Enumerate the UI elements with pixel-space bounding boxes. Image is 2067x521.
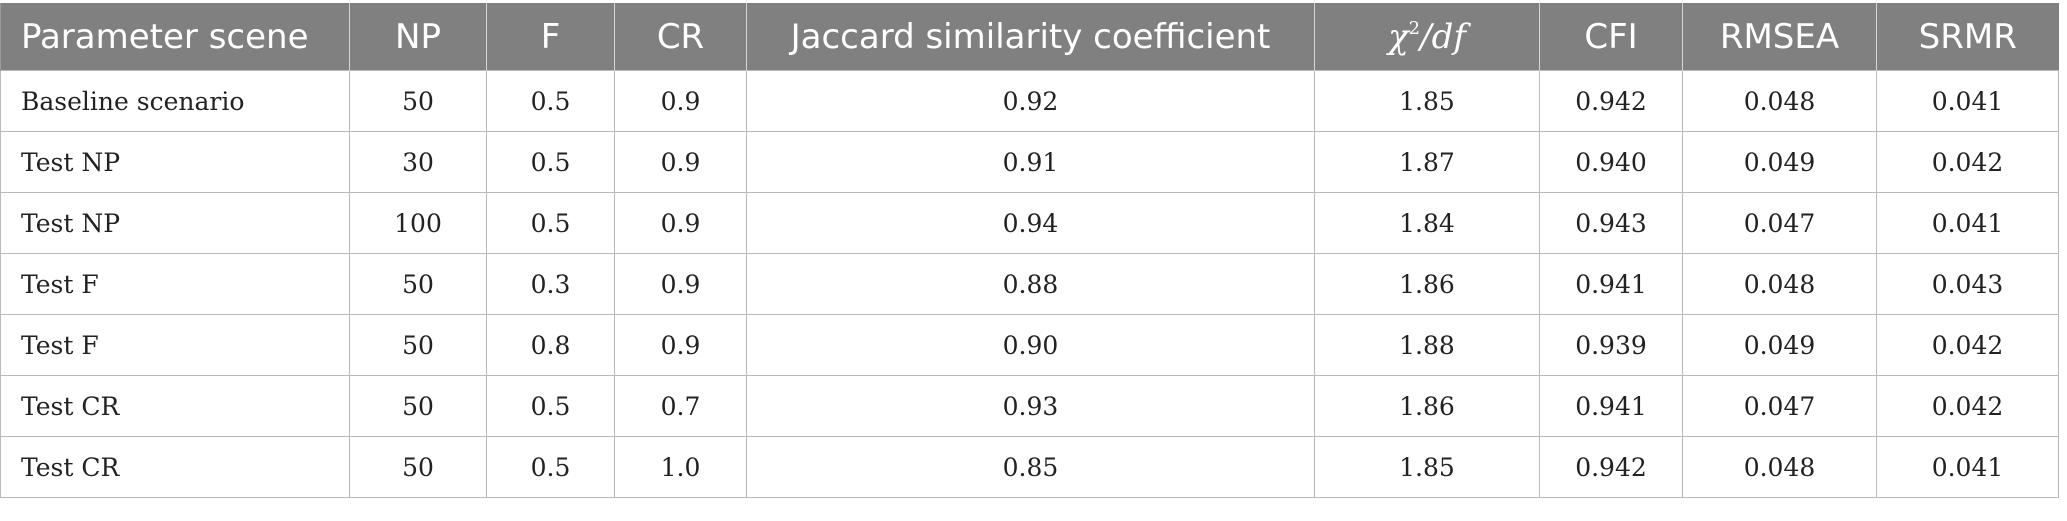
cell-srmr: 0.041 (1876, 192, 2059, 254)
cell-jaccard: 0.94 (746, 192, 1315, 254)
cell-np: 50 (349, 314, 487, 376)
cell-cfi: 0.939 (1539, 314, 1683, 376)
cell-scene: Test CR (0, 375, 350, 437)
cell-cr: 0.9 (614, 314, 747, 376)
cell-np: 50 (349, 253, 487, 315)
cell-scene: Baseline scenario (0, 70, 350, 132)
chi-exponent: 2 (1408, 17, 1421, 39)
cell-cr: 1.0 (614, 436, 747, 498)
header-jaccard: Jaccard similarity coefficient (746, 3, 1315, 71)
table-row: Test NP 100 0.5 0.9 0.94 1.84 0.943 0.04… (0, 192, 2059, 254)
cell-f: 0.5 (486, 70, 615, 132)
cell-scene: Test NP (0, 192, 350, 254)
cell-chi2df: 1.85 (1314, 70, 1540, 132)
parameter-sensitivity-table-container: Parameter scene NP F CR Jaccard similari… (0, 3, 2059, 498)
table-row: Test NP 30 0.5 0.9 0.91 1.87 0.940 0.049… (0, 131, 2059, 193)
header-chi2-df: χ2/df (1314, 3, 1540, 71)
cell-np: 100 (349, 192, 487, 254)
cell-cfi: 0.941 (1539, 253, 1683, 315)
cell-chi2df: 1.88 (1314, 314, 1540, 376)
cell-cr: 0.9 (614, 70, 747, 132)
header-np: NP (349, 3, 487, 71)
cell-srmr: 0.042 (1876, 314, 2059, 376)
table-row: Test CR 50 0.5 1.0 0.85 1.85 0.942 0.048… (0, 436, 2059, 498)
cell-srmr: 0.042 (1876, 375, 2059, 437)
cell-rmsea: 0.049 (1682, 314, 1877, 376)
chi-rest: /df (1420, 16, 1466, 57)
cell-f: 0.5 (486, 436, 615, 498)
cell-jaccard: 0.91 (746, 131, 1315, 193)
cell-rmsea: 0.047 (1682, 192, 1877, 254)
cell-cr: 0.9 (614, 131, 747, 193)
cell-jaccard: 0.93 (746, 375, 1315, 437)
cell-f: 0.3 (486, 253, 615, 315)
cell-chi2df: 1.84 (1314, 192, 1540, 254)
header-cfi: CFI (1539, 3, 1683, 71)
table-row: Test F 50 0.8 0.9 0.90 1.88 0.939 0.049 … (0, 314, 2059, 376)
cell-srmr: 0.043 (1876, 253, 2059, 315)
cell-chi2df: 1.86 (1314, 375, 1540, 437)
cell-cr: 0.9 (614, 192, 747, 254)
chi-symbol: χ (1388, 16, 1409, 57)
header-rmsea: RMSEA (1682, 3, 1877, 71)
cell-np: 30 (349, 131, 487, 193)
cell-cfi: 0.941 (1539, 375, 1683, 437)
cell-cfi: 0.940 (1539, 131, 1683, 193)
cell-chi2df: 1.87 (1314, 131, 1540, 193)
cell-srmr: 0.042 (1876, 131, 2059, 193)
cell-jaccard: 0.92 (746, 70, 1315, 132)
cell-cr: 0.7 (614, 375, 747, 437)
cell-f: 0.8 (486, 314, 615, 376)
cell-f: 0.5 (486, 192, 615, 254)
table-row: Baseline scenario 50 0.5 0.9 0.92 1.85 0… (0, 70, 2059, 132)
cell-np: 50 (349, 375, 487, 437)
cell-scene: Test CR (0, 436, 350, 498)
cell-scene: Test NP (0, 131, 350, 193)
cell-np: 50 (349, 70, 487, 132)
cell-f: 0.5 (486, 375, 615, 437)
cell-rmsea: 0.048 (1682, 70, 1877, 132)
cell-rmsea: 0.048 (1682, 436, 1877, 498)
cell-cr: 0.9 (614, 253, 747, 315)
cell-jaccard: 0.90 (746, 314, 1315, 376)
cell-cfi: 0.942 (1539, 436, 1683, 498)
cell-np: 50 (349, 436, 487, 498)
cell-chi2df: 1.86 (1314, 253, 1540, 315)
cell-f: 0.5 (486, 131, 615, 193)
cell-rmsea: 0.048 (1682, 253, 1877, 315)
header-parameter-scene: Parameter scene (0, 3, 350, 71)
parameter-sensitivity-table: Parameter scene NP F CR Jaccard similari… (0, 3, 2059, 498)
cell-scene: Test F (0, 253, 350, 315)
cell-cfi: 0.943 (1539, 192, 1683, 254)
table-row: Test CR 50 0.5 0.7 0.93 1.86 0.941 0.047… (0, 375, 2059, 437)
cell-srmr: 0.041 (1876, 70, 2059, 132)
cell-chi2df: 1.85 (1314, 436, 1540, 498)
cell-scene: Test F (0, 314, 350, 376)
table-header-row: Parameter scene NP F CR Jaccard similari… (0, 3, 2059, 71)
cell-rmsea: 0.049 (1682, 131, 1877, 193)
cell-cfi: 0.942 (1539, 70, 1683, 132)
cell-srmr: 0.041 (1876, 436, 2059, 498)
cell-jaccard: 0.88 (746, 253, 1315, 315)
cell-rmsea: 0.047 (1682, 375, 1877, 437)
header-srmr: SRMR (1876, 3, 2059, 71)
header-f: F (486, 3, 615, 71)
table-row: Test F 50 0.3 0.9 0.88 1.86 0.941 0.048 … (0, 253, 2059, 315)
header-cr: CR (614, 3, 747, 71)
cell-jaccard: 0.85 (746, 436, 1315, 498)
